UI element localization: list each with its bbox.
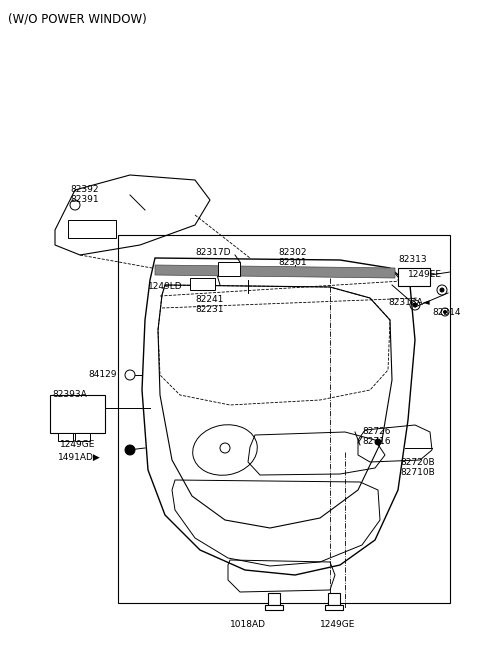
Text: 82313: 82313 <box>398 255 427 264</box>
Bar <box>325 605 343 610</box>
Bar <box>398 268 430 286</box>
Text: 82241
82231: 82241 82231 <box>195 295 224 314</box>
Circle shape <box>125 445 135 455</box>
Bar <box>75 433 90 441</box>
Text: 82720B
82710B: 82720B 82710B <box>400 458 435 478</box>
Text: 82317D: 82317D <box>195 248 230 257</box>
Text: 1018AD: 1018AD <box>230 620 266 629</box>
Bar <box>58 433 73 441</box>
Text: 1249EE: 1249EE <box>408 270 442 279</box>
Text: 1249GE: 1249GE <box>320 620 356 629</box>
Bar <box>268 593 280 605</box>
Text: 82313A◄: 82313A◄ <box>388 298 430 307</box>
Text: 84129: 84129 <box>88 370 117 379</box>
Text: 82314: 82314 <box>432 308 460 317</box>
Circle shape <box>444 310 446 314</box>
Bar <box>190 278 215 290</box>
Circle shape <box>375 439 381 445</box>
Text: 1491AD▶: 1491AD▶ <box>58 453 101 462</box>
Text: 82393A: 82393A <box>52 390 87 399</box>
Text: 1249GE: 1249GE <box>60 440 96 449</box>
Bar <box>68 220 116 238</box>
Text: 82726
82716: 82726 82716 <box>362 427 391 446</box>
Bar <box>118 235 450 603</box>
Bar <box>265 605 283 610</box>
Circle shape <box>440 288 444 292</box>
Text: 1249LD: 1249LD <box>148 282 182 291</box>
Polygon shape <box>155 265 395 278</box>
Circle shape <box>413 303 417 307</box>
Text: (W/O POWER WINDOW): (W/O POWER WINDOW) <box>8 12 147 25</box>
Text: 82392
82391: 82392 82391 <box>70 185 98 205</box>
Bar <box>328 593 340 605</box>
Bar <box>50 395 105 433</box>
Text: 82302
82301: 82302 82301 <box>278 248 307 268</box>
Bar <box>218 262 240 276</box>
